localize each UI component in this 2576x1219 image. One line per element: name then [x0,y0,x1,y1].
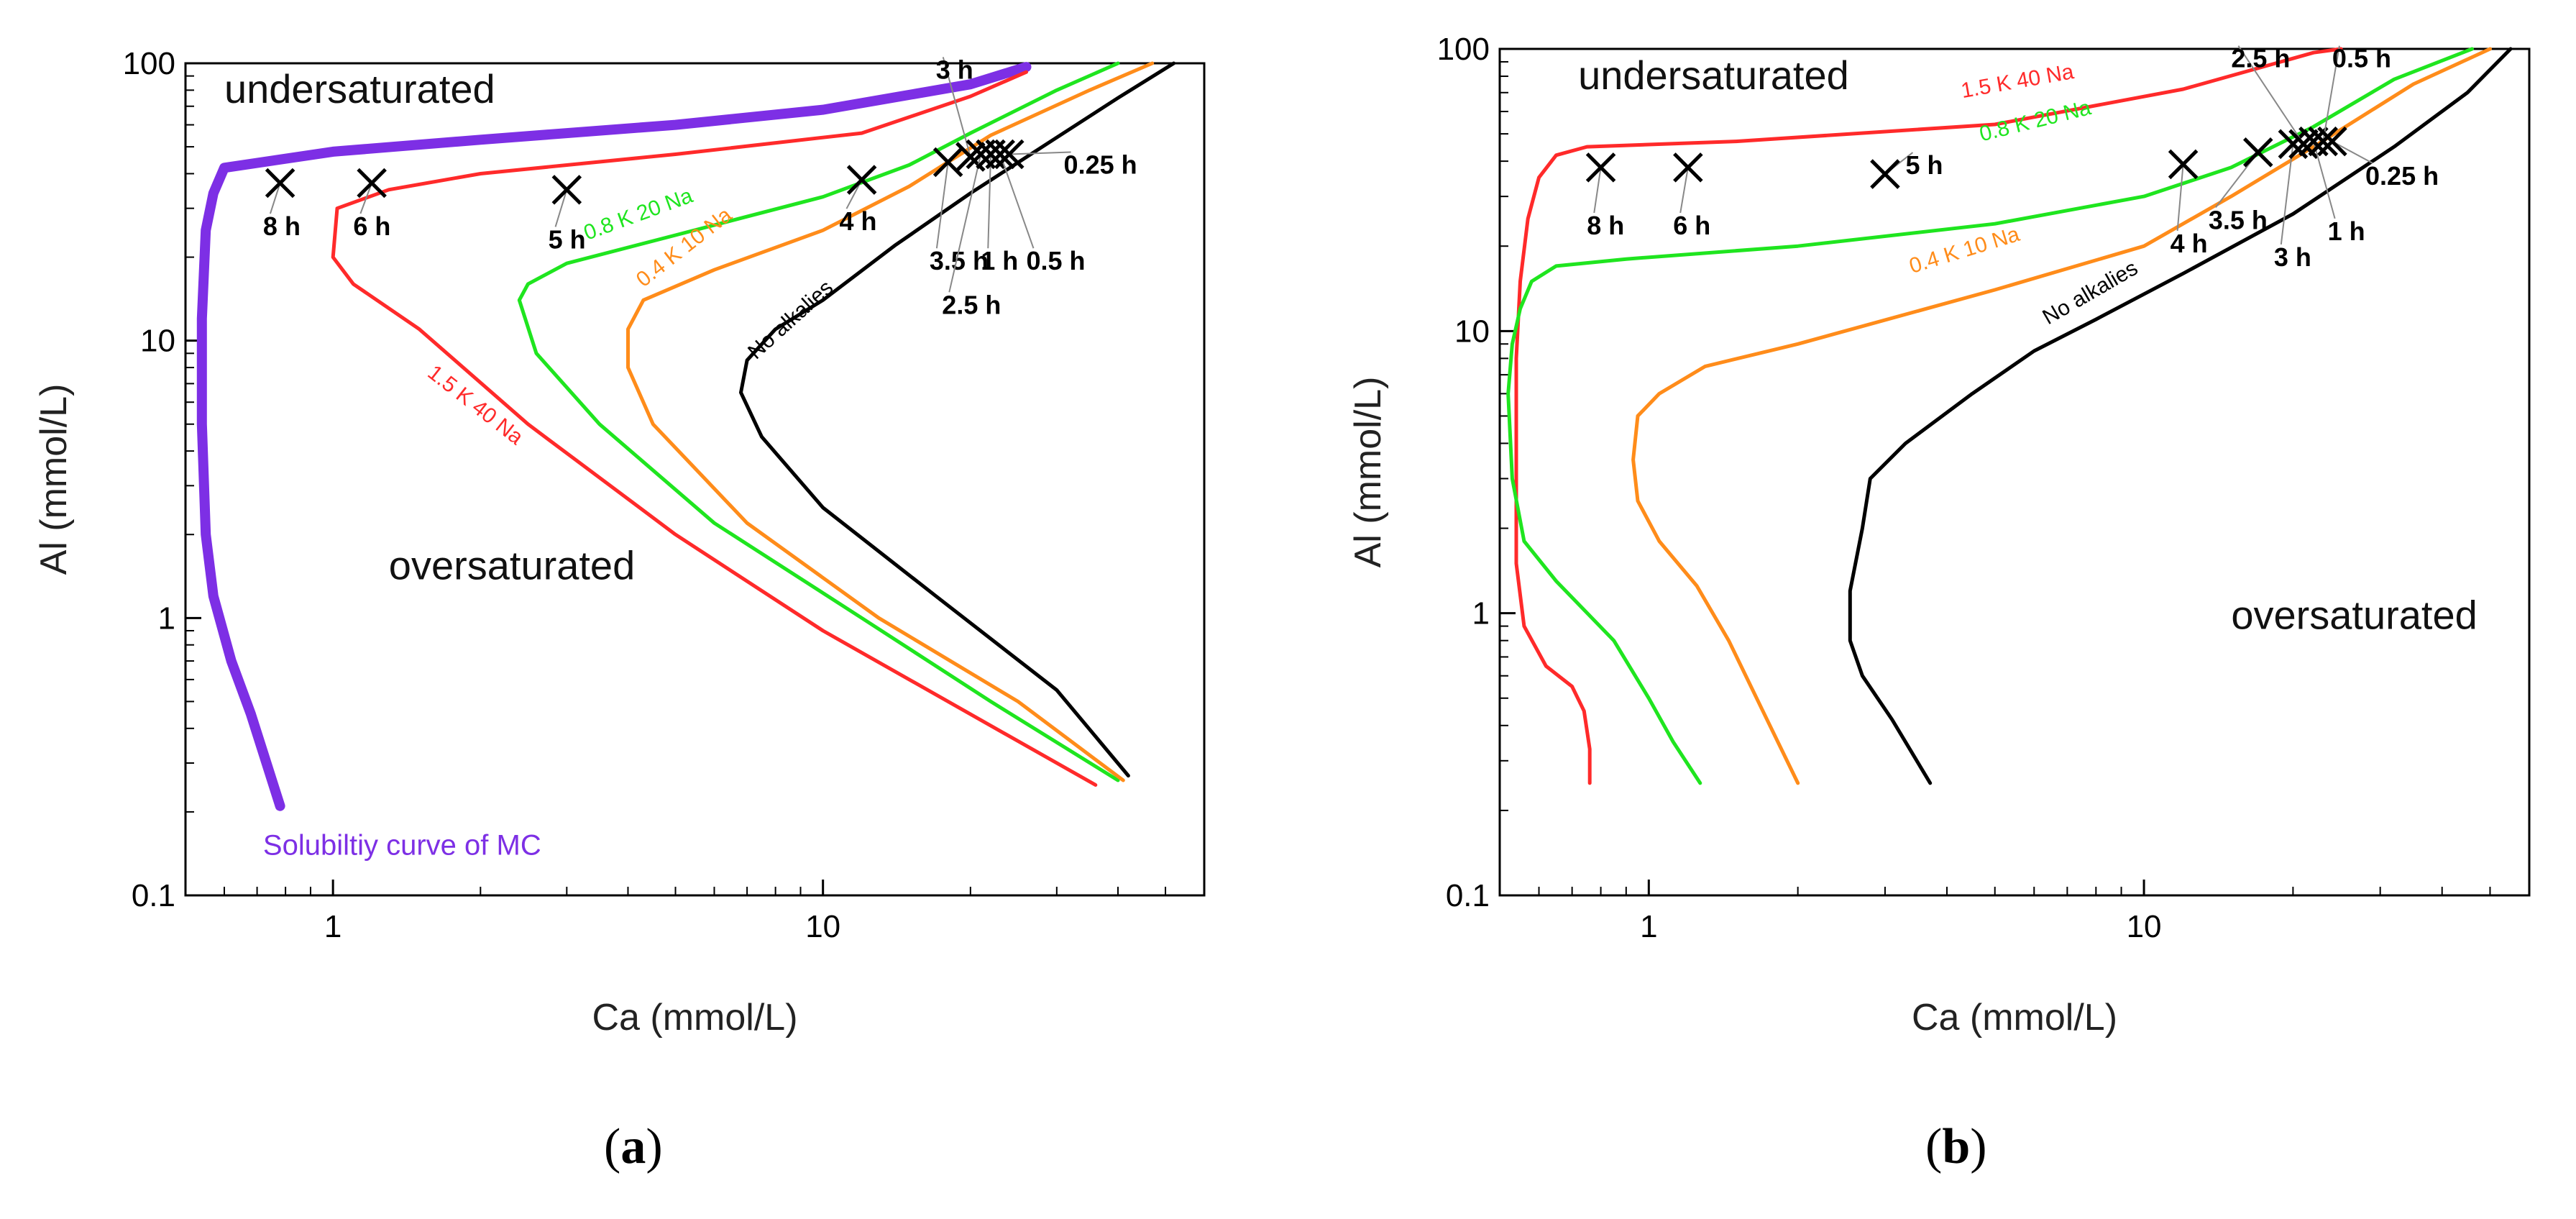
x-tick-label: 10 [805,909,840,944]
series-label-1-5-k-40-na: 1.5 K 40 Na [423,360,528,449]
sample-label-0-25-h: 0.25 h [1064,150,1137,179]
sample-label-4-h: 4 h [839,206,876,236]
series-line-no-alkalies [1848,47,2513,785]
region-label-undersaturated: undersaturated [1578,52,1849,98]
sample-marker-6-h [357,168,387,198]
sample-label-2-5-h: 2.5 h [942,290,1001,319]
caption-b: (b) [1925,1119,1987,1174]
sample-leader-line [2312,141,2336,219]
chart-panel-b: 1 10 0.1 1 10 100 Ca (mmol/L) Al (mmol/L) unders… [1347,32,2531,1038]
sample-marker-8-h [1585,152,1616,183]
series-line-no-alkalies [739,61,1176,778]
y-tick-label: 10 [140,324,175,359]
y-tick-label: 0.1 [132,878,175,913]
sample-leader-line [554,189,568,227]
sample-label-0-5-h: 0.5 h [1026,246,1085,275]
sample-leader-line [359,183,373,214]
series-label-1-5-k-40-na: 1.5 K 40 Na [1959,60,2076,103]
series-line-0-8-k-20-na [1506,47,2474,785]
sample-marker-0-5-h [985,139,1015,170]
series-label-no-alkalies: No alkalies [2039,256,2142,329]
sample-marker-0-25-h [2317,126,2347,157]
sample-label-3-h: 3 h [936,55,973,84]
sample-label-1-h: 1 h [981,246,1018,275]
sample-leader-line [1593,167,1602,214]
sample-marker-5-h [1870,159,1900,189]
y-tick-label: 100 [1437,32,1490,67]
x-tick-label: 10 [2127,909,2162,944]
x-tick-label: 1 [324,909,342,944]
y-axis-title-a: Al (mmol/L) [33,384,75,575]
y-tick-label: 0.1 [1446,878,1490,913]
y-tick-label: 1 [1472,596,1490,631]
x-axis-title-b: Ca (mmol/L) [1912,997,2117,1038]
sample-marker-3-5-h [932,147,963,178]
region-label-oversaturated: oversaturated [2231,592,2477,637]
plot-frame-a [184,62,1206,897]
sample-leader-line [987,154,992,249]
sample-label-3-h: 3 h [2274,242,2311,272]
y-axis-title-b: Al (mmol/L) [1347,377,1389,568]
y-tick-label: 100 [123,46,175,81]
sample-leader-line [2322,45,2340,142]
sample-label-2-5-h: 2.5 h [2231,44,2290,73]
series-label-0-8-k-20-na: 0.8 K 20 Na [1977,96,2094,146]
sample-label-6-h: 6 h [353,211,390,241]
sample-leader-line [942,57,971,157]
sample-marker-4-h [2168,149,2199,180]
series-line-1-5-k-40-na [1514,47,2343,785]
series-label-solubiltiy-curve-of-mc: Solubiltiy curve of MC [263,830,541,862]
sample-label-3-5-h: 3.5 h [2209,205,2268,234]
sample-label-5-h: 5 h [1905,150,1943,180]
sample-label-4-h: 4 h [2171,229,2208,258]
sample-marker-6-h [1673,152,1703,183]
sample-label-8-h: 8 h [1587,211,1624,240]
sample-marker-0-25-h [994,139,1025,170]
sample-leader-line [2280,144,2294,245]
series-label-no-alkalies: No alkalies [743,275,838,364]
series-line-0-4-k-10-na [626,61,1155,782]
sample-leader-line [948,154,982,293]
y-tick-label: 1 [158,601,175,636]
series-line-1-5-k-40-na [331,70,1098,787]
sample-marker-5-h [551,175,582,205]
series-line-0-8-k-20-na [517,61,1120,782]
sample-label-5-h: 5 h [549,224,586,254]
series-line-0-4-k-10-na [1631,47,2492,785]
y-tick-label: 10 [1454,314,1490,349]
sample-leader-line [1009,151,1071,155]
sample-label-8-h: 8 h [263,211,301,241]
sample-marker-3-5-h [2243,137,2273,168]
series-line-solubiltiy-curve-of-mc [196,62,1032,811]
sample-leader-line [999,154,1035,249]
sample-leader-line [1679,167,1689,214]
sample-marker-0-5-h [2308,126,2338,157]
sample-leader-line [2332,140,2373,164]
region-label-oversaturated: oversaturated [389,542,635,588]
sample-leader-line [2237,45,2304,145]
sample-marker-4-h [846,165,877,195]
x-axis-title-a: Ca (mmol/L) [592,997,797,1038]
caption-a: (a) [604,1119,663,1174]
region-label-undersaturated: undersaturated [224,66,495,111]
plot-frame-b [1498,47,2531,897]
caption-a-letter: a [620,1119,646,1174]
x-tick-label: 1 [1640,909,1657,944]
caption-b-letter: b [1942,1119,1971,1174]
sample-leader-line [269,183,281,214]
sample-marker-8-h [265,168,295,198]
sample-leader-line [935,162,949,249]
sample-label-6-h: 6 h [1673,211,1710,240]
sample-label-0-5-h: 0.5 h [2332,44,2391,73]
sample-leader-line [2176,164,2184,232]
sample-label-1-h: 1 h [2328,216,2365,246]
chart-panel-a: 1 10 0.1 1 10 100 Ca (mmol/L) Al (mmol/L) unders… [33,46,1206,1038]
sample-label-0-25-h: 0.25 h [2365,161,2439,191]
